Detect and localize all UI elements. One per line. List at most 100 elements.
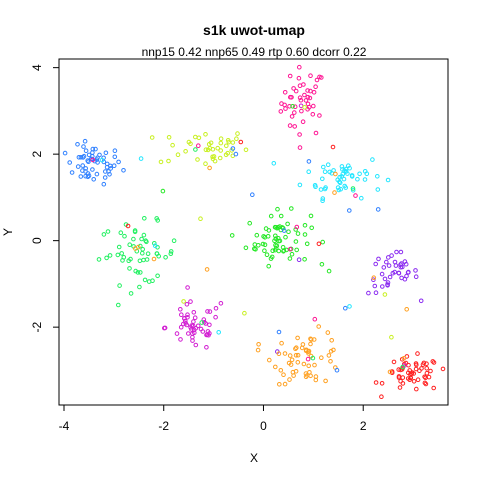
scatter-point <box>299 108 304 114</box>
scatter-point <box>303 98 309 103</box>
scatter-point <box>140 250 145 256</box>
scatter-point <box>247 220 252 226</box>
scatter-point <box>396 367 402 372</box>
scatter-point <box>326 353 332 358</box>
scatter-point <box>101 181 107 187</box>
scatter-point <box>81 144 86 149</box>
scatter-point <box>178 324 184 330</box>
scatter-point <box>155 273 160 279</box>
scatter-point <box>319 75 324 80</box>
scatter-point <box>418 298 424 304</box>
scatter-point <box>293 239 299 244</box>
scatter-point <box>191 319 196 324</box>
scatter-point <box>127 266 132 271</box>
scatter-point <box>178 307 183 312</box>
scatter-point <box>90 146 96 152</box>
scatter-point <box>289 251 295 257</box>
scatter-point <box>171 238 177 243</box>
scatter-point <box>312 316 318 322</box>
scatter-point <box>339 164 345 169</box>
scatter-point <box>141 232 147 238</box>
scatter-point <box>125 223 131 229</box>
scatter-point <box>422 380 428 386</box>
scatter-point <box>107 253 113 258</box>
scatter-point <box>302 92 307 98</box>
scatter-point <box>386 263 392 268</box>
scatter-point <box>116 244 122 250</box>
scatter-point <box>116 159 121 165</box>
scatter-point <box>101 232 107 237</box>
scatter-point <box>166 135 172 140</box>
scatter-point <box>407 377 413 383</box>
scatter-point <box>120 258 125 263</box>
scatter-point <box>90 167 95 172</box>
scatter-point <box>277 224 283 229</box>
scatter-point <box>287 73 293 79</box>
scatter-point <box>276 248 282 254</box>
scatter-point <box>119 251 124 256</box>
scatter-point <box>213 306 219 311</box>
scatter-point <box>276 236 281 241</box>
scatter-point <box>311 337 317 342</box>
scatter-point <box>349 174 355 179</box>
scatter-point <box>268 256 274 261</box>
scatter-point <box>305 356 311 362</box>
scatter-point <box>355 176 360 182</box>
scatter-point <box>138 156 144 161</box>
scatter-point <box>149 135 155 140</box>
scatter-point <box>203 132 208 137</box>
scatter-point <box>104 255 109 261</box>
scatter-point <box>215 145 220 151</box>
scatter-point <box>133 246 138 251</box>
scatter-point <box>181 299 186 304</box>
scatter-point <box>314 77 320 83</box>
scatter-point <box>192 315 198 321</box>
scatter-point <box>301 82 306 87</box>
scatter-point <box>283 234 288 240</box>
scatter-point <box>375 187 381 192</box>
scatter-point <box>278 368 284 373</box>
scatter-point <box>189 323 194 328</box>
scatter-point <box>289 114 295 119</box>
scatter-point <box>292 124 298 129</box>
scatter-point <box>297 145 303 150</box>
scatter-point <box>276 351 282 357</box>
scatter-point <box>294 247 300 253</box>
scatter-point <box>327 169 333 175</box>
scatter-point <box>145 251 151 256</box>
scatter-point <box>332 190 337 195</box>
scatter-point <box>321 164 326 170</box>
scatter-point <box>218 136 224 141</box>
scatter-point <box>310 355 316 361</box>
x-axis: -4 -2 0 2 <box>59 405 367 433</box>
scatter-point <box>238 139 244 145</box>
scatter-point <box>201 317 207 322</box>
scatter-point <box>112 148 118 153</box>
scatter-point <box>216 330 221 335</box>
scatter-point <box>293 88 299 94</box>
scatter-point <box>440 366 446 372</box>
y-tick-label: 2 <box>30 150 44 157</box>
scatter-point <box>282 381 288 387</box>
scatter-point <box>207 165 212 171</box>
scatter-point <box>85 174 91 180</box>
scatter-point <box>158 159 164 165</box>
scatter-point <box>392 259 398 265</box>
scatter-point <box>86 173 92 178</box>
scatter-point <box>168 249 174 254</box>
scatter-point <box>151 256 157 262</box>
scatter-point <box>243 147 249 153</box>
scatter-point <box>373 261 379 267</box>
scatter-point <box>299 345 305 351</box>
scatter-point <box>94 171 100 177</box>
scatter-point <box>370 157 375 162</box>
scatter-point <box>333 171 338 177</box>
scatter-point <box>105 229 111 234</box>
scatter-point <box>379 271 385 277</box>
scatter-point <box>297 132 302 137</box>
scatter-point <box>306 349 311 355</box>
scatter-point <box>291 86 296 91</box>
scatter-point <box>413 268 418 273</box>
scatter-point <box>296 75 302 81</box>
